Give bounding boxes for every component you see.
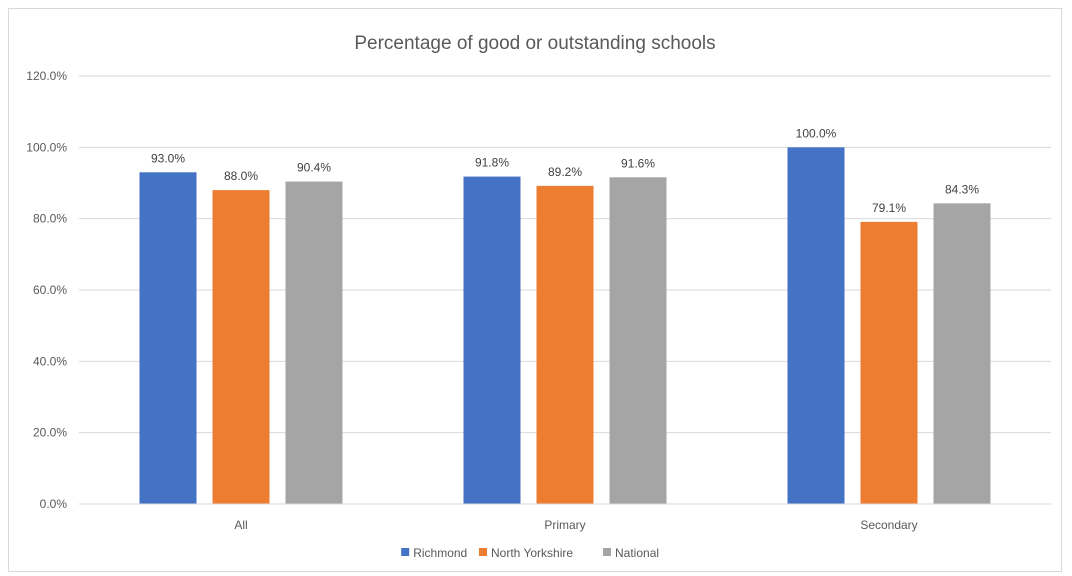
legend-item-national: National — [603, 546, 659, 560]
bar-national-primary — [609, 177, 667, 504]
y-tick-label: 120.0% — [26, 69, 67, 83]
bar-chart: Percentage of good or outstanding school… — [26, 33, 1051, 560]
data-label: 90.4% — [297, 161, 331, 175]
data-label: 88.0% — [224, 169, 258, 183]
chart-title: Percentage of good or outstanding school… — [354, 33, 715, 54]
legend-item-north-yorkshire: North Yorkshire — [479, 546, 573, 560]
bar-north-yorkshire-all — [212, 190, 270, 504]
y-tick-label: 0.0% — [40, 497, 68, 511]
y-tick-label: 100.0% — [26, 140, 67, 154]
bar-richmond-primary — [463, 176, 521, 504]
bar-richmond-secondary — [787, 147, 845, 505]
legend-swatch — [401, 548, 410, 556]
data-label: 93.0% — [151, 151, 185, 165]
bar-north-yorkshire-primary — [536, 185, 594, 504]
bar-richmond-all — [139, 172, 197, 505]
legend-label: National — [615, 546, 659, 560]
x-axis: All Primary Secondary — [79, 503, 1051, 532]
legend-item-richmond: Richmond — [401, 546, 467, 560]
data-label: 84.3% — [945, 182, 979, 196]
legend-label: North Yorkshire — [491, 546, 573, 560]
y-tick-label: 60.0% — [33, 283, 67, 297]
data-label: 91.8% — [475, 156, 509, 170]
data-label: 79.1% — [872, 201, 906, 215]
legend-label: Richmond — [413, 546, 467, 560]
x-tick-label: Secondary — [860, 518, 917, 532]
y-tick-label: 80.0% — [33, 212, 67, 226]
data-label: 89.2% — [548, 165, 582, 179]
bar-national-all — [285, 181, 343, 504]
bar-national-secondary — [933, 203, 991, 504]
x-tick-label: Primary — [544, 518, 585, 532]
data-label: 100.0% — [796, 126, 837, 140]
y-tick-label: 40.0% — [33, 354, 67, 368]
data-labels: 93.0% 88.0% 90.4% 91.8% 89.2% 91.6% 100.0% 79.1… — [151, 126, 979, 215]
legend: Richmond North Yorkshire National — [401, 546, 659, 560]
data-label: 91.6% — [621, 156, 655, 170]
legend-swatch — [603, 548, 611, 556]
bars — [139, 147, 991, 505]
legend-swatch — [479, 548, 487, 556]
y-tick-label: 20.0% — [33, 426, 67, 440]
chart-frame: Percentage of good or outstanding school… — [8, 8, 1062, 572]
y-axis: 0.0% 20.0% 40.0% 60.0% 80.0% 100.0% 120.0% — [26, 69, 67, 511]
x-tick-label: All — [234, 518, 247, 532]
bar-north-yorkshire-secondary — [860, 221, 918, 505]
